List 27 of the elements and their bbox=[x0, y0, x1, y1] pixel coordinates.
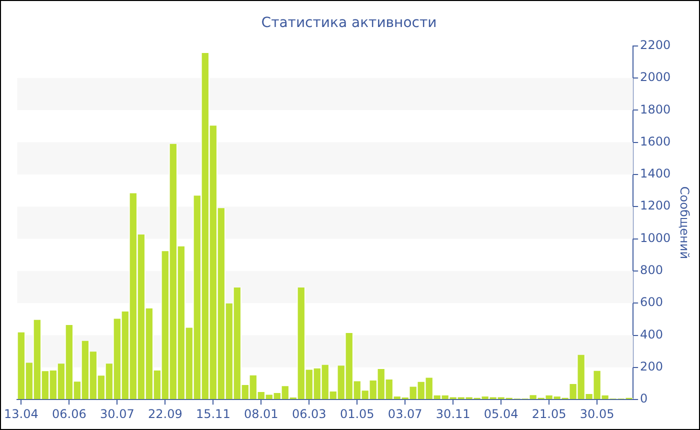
x-tick-label: 06.06 bbox=[52, 406, 86, 421]
y-tick-label: 1000 bbox=[640, 230, 671, 245]
y-tick-label: 1600 bbox=[640, 134, 671, 148]
y-tick-label: 2200 bbox=[640, 38, 671, 52]
x-tick-label: 15.11 bbox=[196, 406, 230, 421]
y-tick-label: 800 bbox=[640, 263, 663, 278]
x-tick-label: 30.05 bbox=[580, 406, 614, 421]
y-tick-label: 0 bbox=[640, 392, 648, 406]
y-tick-label: 400 bbox=[640, 327, 663, 342]
y-tick-label: 1200 bbox=[640, 198, 671, 213]
y-tick-label: 1800 bbox=[640, 102, 671, 116]
y-tick-label: 600 bbox=[640, 295, 663, 310]
y-tick-label: 1400 bbox=[640, 166, 671, 181]
x-tick-label: 05.04 bbox=[484, 406, 518, 421]
y-tick-label: 200 bbox=[640, 360, 663, 374]
x-tick-label: 08.01 bbox=[244, 406, 278, 421]
x-tick-label: 01.05 bbox=[340, 406, 374, 421]
x-tick-label: 13.04 bbox=[4, 406, 38, 421]
x-tick-label: 06.03 bbox=[292, 406, 326, 421]
x-tick-label: 21.05 bbox=[532, 406, 566, 421]
x-tick-label: 30.07 bbox=[100, 406, 134, 421]
x-tick-label: 22.09 bbox=[148, 406, 182, 421]
chart-title: Статистика активности bbox=[261, 15, 437, 32]
y-axis-title: Сообщений bbox=[678, 186, 692, 259]
y-tick-label: 2000 bbox=[640, 70, 671, 84]
x-tick-label: 30.11 bbox=[436, 406, 470, 421]
x-tick-label: 03.07 bbox=[388, 406, 422, 421]
